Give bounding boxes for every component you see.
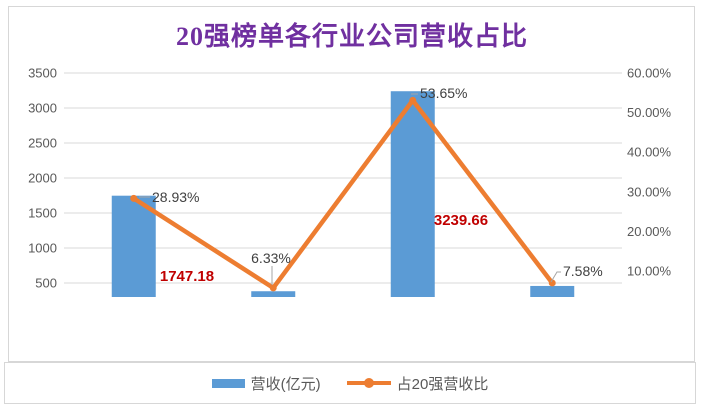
line-point-label: 6.33% [251, 250, 291, 266]
y-right-tick-label: 20.00% [627, 224, 672, 239]
ratio-line [131, 98, 555, 291]
y-left-tick-label: 1000 [28, 241, 57, 256]
y-left-tick-label: 3000 [28, 101, 57, 116]
y-right-tick-label: 10.00% [627, 264, 672, 279]
y-right-tick-label: 50.00% [627, 105, 672, 120]
y-right-tick-label: 30.00% [627, 184, 672, 199]
revenue-bar [530, 285, 575, 297]
legend-ratio-label: 占20强营收比 [396, 375, 489, 393]
line-marker [269, 284, 277, 292]
chart-title: 20强榜单各行业公司营收占比 [175, 22, 528, 51]
bar-value-label: 1747.18 [160, 268, 214, 285]
y-right-tick-label: 40.00% [627, 145, 672, 160]
y-left-tick-label: 1500 [28, 206, 57, 221]
legend-frame: 营收(亿元) 占20强营收比 [4, 362, 696, 404]
legend: 营收(亿元) 占20强营收比 [211, 373, 489, 394]
line-point-label: 7.58% [563, 263, 603, 279]
bar-value-label: 3239.66 [434, 212, 488, 229]
y-left-tick-label: 3500 [28, 66, 57, 81]
legend-item-revenue: 营收(亿元) [211, 373, 321, 394]
revenue-bar [111, 195, 156, 297]
legend-bar-swatch-icon [211, 378, 245, 388]
legend-line-swatch-icon [346, 378, 391, 388]
y-left-tick-label: 2000 [28, 171, 57, 186]
line-marker [130, 194, 138, 202]
legend-revenue-label: 营收(亿元) [250, 375, 321, 393]
y-left-tick-label: 500 [35, 276, 57, 291]
revenue-bar [251, 291, 296, 297]
legend-item-ratio: 占20强营收比 [346, 373, 489, 394]
line-marker [548, 279, 556, 287]
y-right-tick-label: 60.00% [627, 66, 672, 81]
revenue-bar [390, 91, 435, 297]
y-left-tick-label: 2500 [28, 136, 57, 151]
label-leader-line [550, 271, 561, 283]
line-point-label: 28.93% [152, 189, 199, 205]
line-point-label: 53.65% [420, 85, 467, 101]
line-marker [409, 96, 417, 104]
